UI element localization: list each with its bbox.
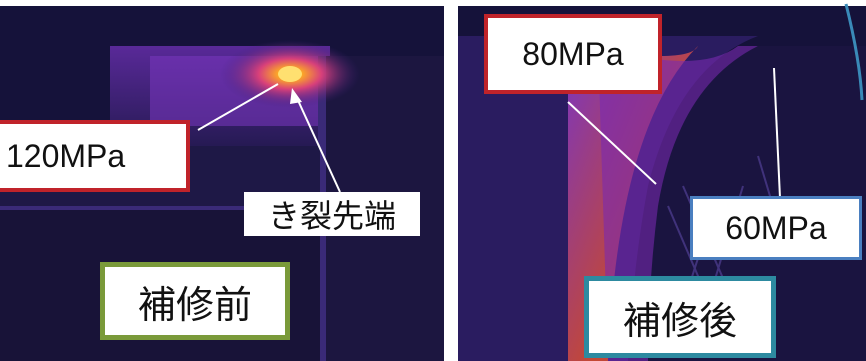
stress-label-80mpa: 80MPa: [484, 14, 662, 94]
before-repair-label: 補修前: [100, 262, 290, 340]
stress-label-120mpa: 120MPa: [0, 120, 190, 192]
crack-tip-label: き裂先端: [244, 192, 420, 236]
stress-label-60mpa: 60MPa: [690, 196, 862, 260]
after-repair-label: 補修後: [584, 276, 776, 358]
